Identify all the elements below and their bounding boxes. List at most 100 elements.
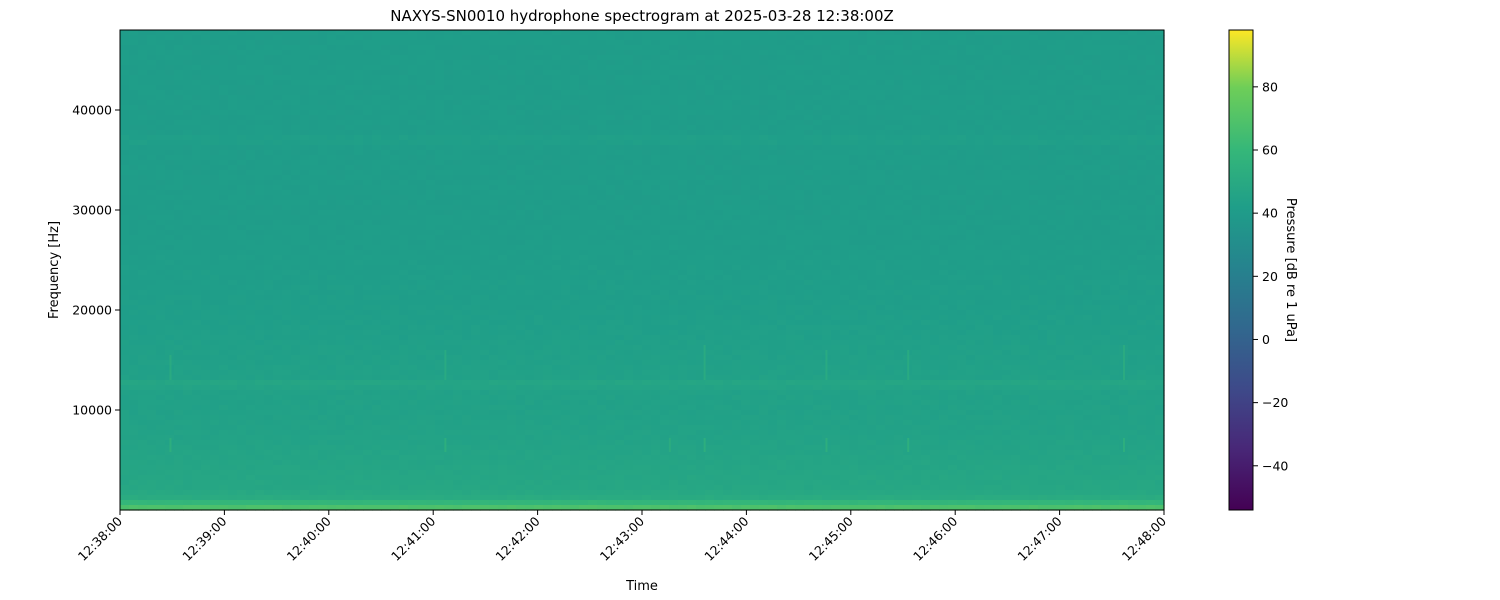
heatmap-cell — [201, 155, 211, 161]
heatmap-cell — [255, 180, 265, 186]
heatmap-cell — [633, 210, 643, 216]
heatmap-cell — [417, 175, 427, 181]
heatmap-cell — [219, 45, 229, 51]
heatmap-cell — [345, 225, 355, 231]
heatmap-cell — [624, 125, 634, 131]
heatmap-cell — [615, 140, 625, 146]
heatmap-cell — [1056, 235, 1066, 241]
heatmap-cell — [273, 110, 283, 116]
heatmap-cell — [624, 165, 634, 171]
heatmap-cell — [273, 165, 283, 171]
heatmap-cell — [174, 140, 184, 146]
heatmap-cell — [1074, 180, 1084, 186]
heatmap-cell — [1128, 160, 1138, 166]
heatmap-cell — [399, 170, 409, 176]
heatmap-cell — [507, 130, 517, 136]
heatmap-cell — [714, 135, 724, 141]
heatmap-cell — [642, 50, 652, 56]
heatmap-cell — [399, 40, 409, 46]
heatmap-cell — [390, 55, 400, 61]
heatmap-cell — [777, 55, 787, 61]
heatmap-cell — [1029, 225, 1039, 231]
heatmap-cell — [984, 155, 994, 161]
heatmap-cell — [759, 120, 769, 126]
heatmap-cell — [1011, 50, 1021, 56]
heatmap-cell — [912, 105, 922, 111]
heatmap-cell — [201, 185, 211, 191]
heatmap-cell — [435, 100, 445, 106]
heatmap-cell — [354, 105, 364, 111]
heatmap-cell — [1038, 120, 1048, 126]
heatmap-cell — [417, 220, 427, 226]
heatmap-cell — [273, 60, 283, 66]
heatmap-cell — [660, 40, 670, 46]
heatmap-cell — [993, 70, 1003, 76]
heatmap-cell — [291, 170, 301, 176]
heatmap-cell — [588, 50, 598, 56]
heatmap-cell — [264, 185, 274, 191]
heatmap-cell — [516, 50, 526, 56]
heatmap-cell — [408, 145, 418, 151]
heatmap-cell — [1155, 200, 1165, 206]
heatmap-cell — [156, 50, 166, 56]
heatmap-cell — [444, 215, 454, 221]
heatmap-cell — [786, 185, 796, 191]
heatmap-cell — [795, 190, 805, 196]
heatmap-cell — [399, 190, 409, 196]
heatmap-cell — [849, 95, 859, 101]
heatmap-cell — [174, 195, 184, 201]
heatmap-cell — [1137, 135, 1147, 141]
heatmap-cell — [840, 160, 850, 166]
heatmap-cell — [417, 210, 427, 216]
heatmap-cell — [759, 110, 769, 116]
heatmap-cell — [831, 165, 841, 171]
heatmap-cell — [273, 105, 283, 111]
heatmap-cell — [345, 195, 355, 201]
heatmap-cell — [669, 35, 679, 41]
heatmap-cell — [543, 210, 553, 216]
heatmap-cell — [462, 55, 472, 61]
heatmap-cell — [156, 90, 166, 96]
heatmap-cell — [219, 100, 229, 106]
heatmap-cell — [678, 205, 688, 211]
heatmap-cell — [930, 190, 940, 196]
heatmap-cell — [354, 185, 364, 191]
heatmap-cell — [435, 95, 445, 101]
heatmap-cell — [201, 50, 211, 56]
heatmap-cell — [318, 185, 328, 191]
heatmap-cell — [759, 85, 769, 91]
heatmap-cell — [543, 35, 553, 41]
heatmap-cell — [282, 175, 292, 181]
heatmap-cell — [957, 50, 967, 56]
heatmap-cell — [291, 65, 301, 71]
heatmap-cell — [435, 135, 445, 141]
heatmap-cell — [165, 170, 175, 176]
heatmap-cell — [1002, 215, 1012, 221]
heatmap-cell — [804, 205, 814, 211]
heatmap-cell — [876, 195, 886, 201]
heatmap-cell — [624, 105, 634, 111]
heatmap-cell — [1074, 30, 1084, 36]
heatmap-cell — [579, 55, 589, 61]
heatmap-cell — [1083, 165, 1093, 171]
heatmap-cell — [786, 205, 796, 211]
heatmap-cell — [768, 40, 778, 46]
heatmap-cell — [426, 100, 436, 106]
heatmap-cell — [1020, 125, 1030, 131]
heatmap-cell — [426, 55, 436, 61]
heatmap-cell — [435, 50, 445, 56]
heatmap-cell — [1137, 210, 1147, 216]
heatmap-cell — [777, 205, 787, 211]
heatmap-cell — [228, 125, 238, 131]
heatmap-cell — [327, 190, 337, 196]
heatmap-cell — [930, 30, 940, 36]
heatmap-cell — [1101, 30, 1111, 36]
heatmap-cell — [525, 80, 535, 86]
heatmap-cell — [354, 180, 364, 186]
heatmap-cell — [651, 80, 661, 86]
heatmap-cell — [210, 195, 220, 201]
heatmap-cell — [1128, 110, 1138, 116]
heatmap-cell — [885, 140, 895, 146]
heatmap-cell — [795, 215, 805, 221]
heatmap-cell — [957, 70, 967, 76]
